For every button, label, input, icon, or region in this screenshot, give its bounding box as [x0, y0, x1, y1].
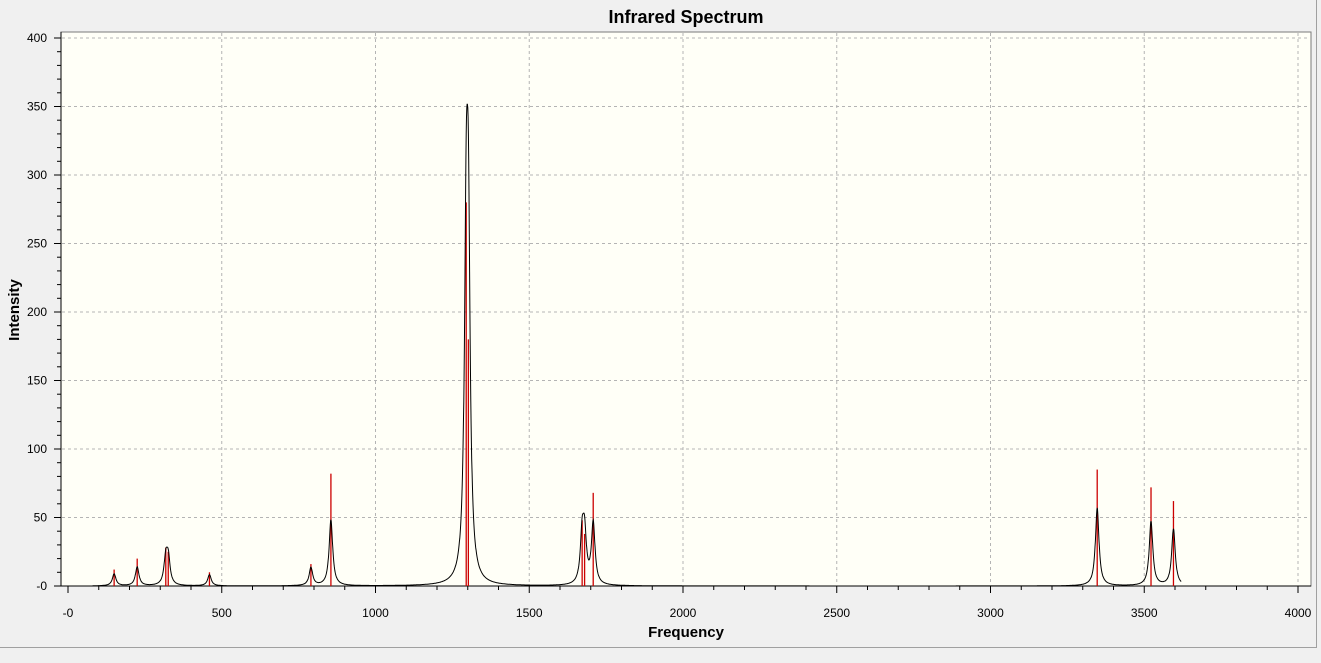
y-tick-label: 100: [27, 442, 47, 456]
y-tick-label: 300: [27, 168, 47, 182]
y-tick-label: 400: [27, 31, 47, 45]
y-tick-label: 250: [27, 237, 47, 251]
y-tick-label: 50: [34, 511, 48, 525]
chart-frame: Infrared Spectrum -0 500 1000 1500 2000 2500 3…: [0, 0, 1317, 648]
x-tick-label: 1000: [362, 606, 389, 620]
stick-layer: [113, 202, 1175, 586]
y-tick-label: -0: [36, 579, 47, 593]
y-tick-label: 350: [27, 100, 47, 114]
x-tick-label: 500: [212, 606, 232, 620]
x-tick-label: 3500: [1131, 606, 1158, 620]
y-tick-label: 200: [27, 305, 47, 319]
chart-title: Infrared Spectrum: [608, 7, 763, 27]
spectrum-envelope-line: [92, 103, 1182, 587]
envelope-layer: [92, 103, 1182, 587]
x-axis-title: Frequency: [648, 624, 725, 641]
x-tick-label: 2500: [823, 606, 850, 620]
plot-background: [60, 31, 1312, 587]
ir-spectrum-chart: Infrared Spectrum -0 500 1000 1500 2000 2500 3…: [6, 7, 1312, 641]
tick-label-layer: -0 500 1000 1500 2000 2500 3000 3500 4000 -0 50 100…: [27, 31, 1312, 620]
x-tick-label: 4000: [1285, 606, 1312, 620]
y-tick-label: 150: [27, 374, 47, 388]
x-tick-label: -0: [63, 606, 74, 620]
x-tick-label: 3000: [977, 606, 1004, 620]
y-axis-title: Intensity: [6, 279, 23, 341]
x-tick-label: 2000: [670, 606, 697, 620]
grid-layer: [62, 33, 1310, 585]
x-tick-label: 1500: [516, 606, 543, 620]
